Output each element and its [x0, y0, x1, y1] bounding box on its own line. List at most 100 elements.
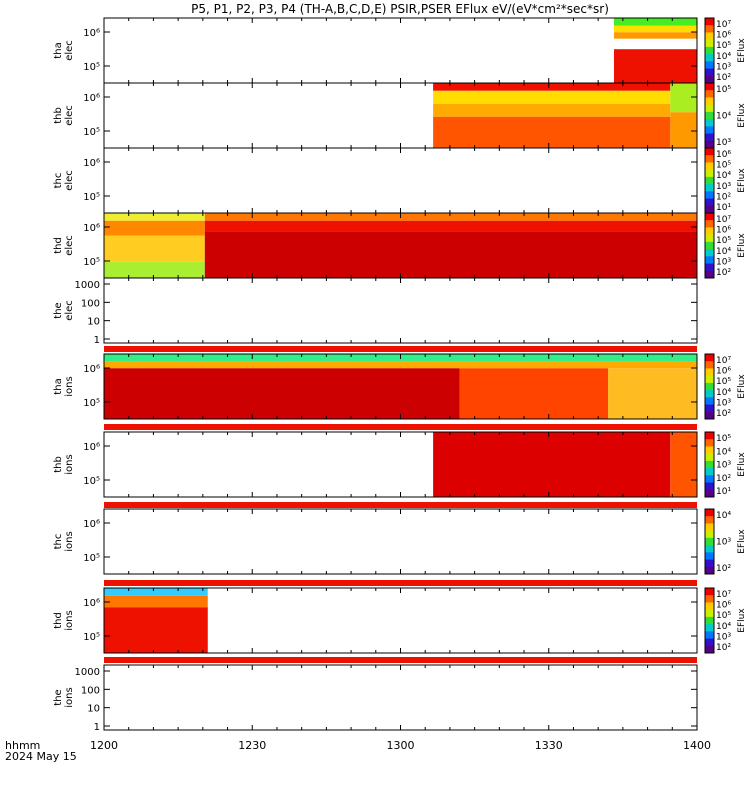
colorbar-tick-label: 10³	[716, 398, 731, 408]
spectrogram-cell	[104, 213, 205, 221]
colorbar-tick-label: 10⁴	[716, 171, 731, 181]
colorbar-tick-label: 10⁶	[716, 226, 731, 236]
colorbar-tick-label: 10²	[716, 409, 731, 419]
colorbar-swatch	[705, 133, 714, 142]
colorbar-swatch	[705, 468, 714, 476]
colorbar-frame	[704, 431, 715, 498]
colorbar-swatch	[705, 354, 714, 362]
colorbar-tick-label: 10⁵	[716, 611, 731, 621]
colorbar-swatch	[705, 566, 714, 575]
colorbar-swatch	[705, 489, 714, 498]
x-tick-label: 1400	[683, 739, 711, 752]
figure-title: P5, P1, P2, P3, P4 (TH-A,B,C,D,E) PSIR,P…	[191, 2, 609, 16]
spectrogram-cell	[104, 588, 208, 596]
y-tick-label: 10⁶	[83, 519, 100, 530]
colorbar-swatch	[705, 191, 714, 200]
colorbar-swatch	[705, 397, 714, 406]
colorbar-tick-label: 10³	[716, 257, 731, 267]
colorbar-swatch	[705, 516, 714, 524]
spectrogram-cell	[433, 432, 671, 497]
colorbar-tick-label: 10³	[716, 182, 731, 192]
colorbar-swatch	[705, 523, 714, 532]
y-tick-label: 10⁵	[83, 62, 100, 73]
colorbar-tick-label: 10⁴	[716, 247, 731, 257]
colorbar-swatch	[705, 588, 714, 596]
y-tick-label: 1000	[75, 667, 100, 678]
spectrogram-cell	[104, 595, 208, 608]
colorbar-tick-label: 10⁵	[716, 236, 731, 246]
panel-frame	[103, 147, 698, 214]
time-unit-label: hhmm	[5, 739, 40, 752]
colorbar-swatch	[705, 263, 714, 272]
colorbar-swatch	[705, 404, 714, 413]
colorbar: 10⁴ 10³ 10² EFlux	[704, 508, 747, 575]
colorbar-tick-label: 10²	[716, 643, 731, 653]
colorbar-swatch	[705, 32, 714, 41]
panel-frame	[103, 508, 698, 575]
spectrogram-cell	[433, 116, 671, 148]
colorbar-tick-label: 10⁷	[716, 590, 731, 600]
colorbar-tick-label: 10⁴	[716, 447, 731, 457]
time-axis: 1200 1230 1300 1330 1400	[90, 739, 711, 752]
colorbar-swatch	[705, 126, 714, 135]
colorbar-swatch	[705, 249, 714, 257]
spectrogram-cell	[104, 220, 205, 236]
x-tick-label: 1200	[90, 739, 118, 752]
spectrogram-cell	[204, 231, 697, 278]
colorbar-swatch	[705, 46, 714, 55]
colorbar-tick-label: 10²	[716, 192, 731, 202]
panel-frame	[103, 277, 698, 344]
colorbar-swatch	[705, 602, 714, 611]
colorbar-label: EFlux	[737, 168, 747, 193]
colorbar-swatch	[705, 162, 714, 171]
colorbar-tick-label: 10⁵	[716, 434, 731, 444]
y-tick-label: 10⁶	[83, 158, 100, 169]
spectrogram-cell	[613, 18, 697, 26]
colorbar-swatch	[705, 234, 714, 243]
spectrogram-cell	[613, 25, 697, 33]
colorbar-tick-label: 10⁴	[716, 511, 731, 521]
colorbar-swatch	[705, 169, 714, 178]
colorbar-swatch	[705, 595, 714, 603]
panel-label-species: ions	[64, 531, 75, 551]
panel-the-elec: 1000 100 10 1 the elec	[53, 277, 698, 346]
colorbar: 10⁵ 10⁴ 10³ EFlux	[704, 82, 747, 149]
colorbar-swatch	[705, 361, 714, 369]
colorbar-label: EFlux	[737, 529, 747, 554]
colorbar-swatch	[705, 97, 714, 106]
colorbar-label: EFlux	[737, 608, 747, 633]
colorbar-swatch	[705, 375, 714, 384]
y-tick-label: 10⁵	[83, 127, 100, 138]
y-tick-label: 10	[87, 317, 100, 328]
spectrogram-cell	[608, 368, 697, 419]
colorbar-swatch	[705, 213, 714, 221]
date-label: 2024 May 15	[5, 750, 77, 763]
colorbar-swatch	[705, 140, 714, 149]
colorbar-swatch	[705, 638, 714, 647]
panel-label-species: ions	[64, 687, 75, 707]
colorbar-label: EFlux	[737, 103, 747, 128]
colorbar-swatch	[705, 61, 714, 70]
colorbar-tick-label: 10⁴	[716, 622, 731, 632]
colorbar-swatch	[705, 616, 714, 625]
colorbar-swatch	[705, 83, 714, 91]
colorbar-swatch	[705, 432, 714, 440]
colorbar-swatch	[705, 453, 714, 462]
colorbar-swatch	[705, 609, 714, 618]
colorbar-tick-label: 10¹	[716, 487, 731, 497]
colorbar-swatch	[705, 460, 714, 469]
y-tick-label: 10⁵	[83, 192, 100, 203]
colorbar-swatch	[705, 39, 714, 48]
colorbar-swatch	[705, 68, 714, 77]
panel-label-probe: thc	[53, 534, 64, 550]
colorbar-tick-label: 10⁵	[716, 85, 731, 95]
colorbar-swatch	[705, 54, 714, 62]
panel-thc-ions: 10⁶ 10⁵ thc ions 10⁴ 10³ 10² EFlux	[53, 508, 747, 575]
colorbar-tick-label: 10⁴	[716, 112, 731, 122]
